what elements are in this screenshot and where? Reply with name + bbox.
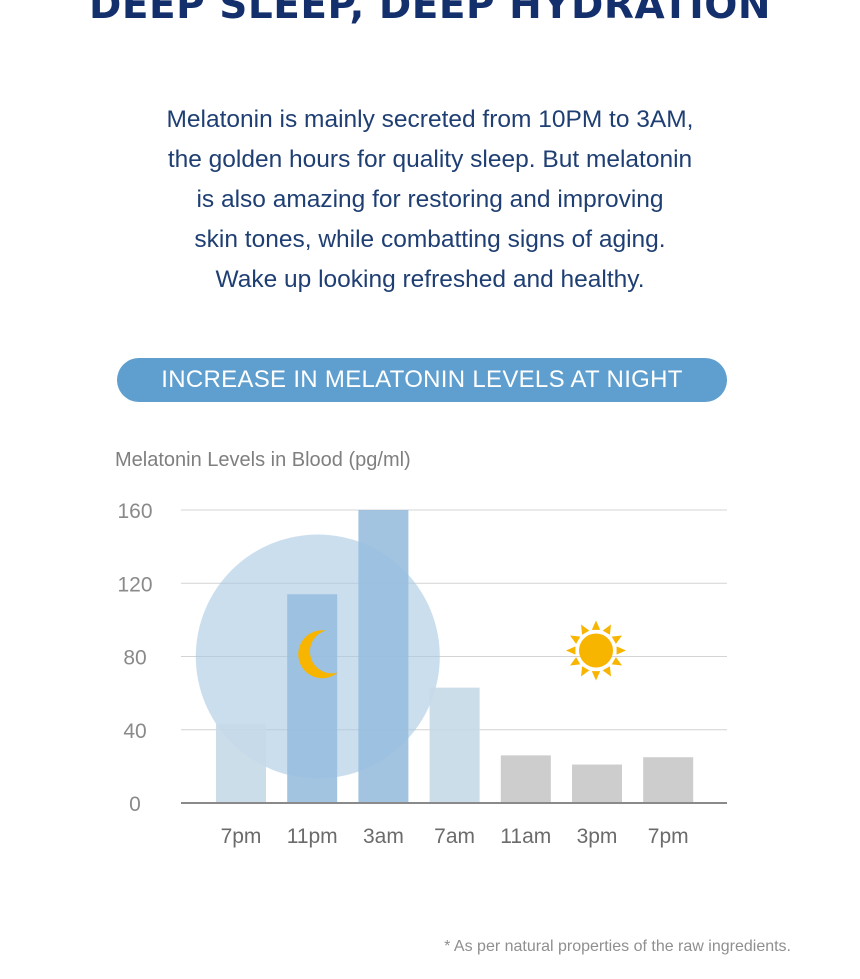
x-category-label: 3am [363, 825, 404, 848]
x-category-label: 7pm [221, 825, 262, 848]
intro-line: Wake up looking refreshed and healthy. [215, 266, 645, 293]
y-tick-labels: 0 40 80 120 160 [117, 500, 152, 816]
bars [216, 510, 694, 803]
melatonin-bar-chart: Melatonin Levels in Blood (pg/ml) 0 40 80 1… [115, 449, 727, 848]
bar [358, 510, 409, 803]
y-axis-title: Melatonin Levels in Blood (pg/ml) [115, 449, 411, 471]
intro-line: skin tones, while combatting signs of ag… [194, 226, 666, 253]
x-category-label: 11pm [287, 825, 338, 848]
sun-icon [566, 620, 626, 681]
x-category-label: 11am [500, 825, 551, 848]
moon-icon [298, 630, 338, 679]
y-tick-label: 160 [117, 500, 152, 523]
y-tick-label: 40 [123, 720, 146, 743]
y-tick-label: 0 [129, 793, 141, 816]
intro-paragraph: Melatonin is mainly secreted from 10PM t… [100, 100, 760, 300]
bar [500, 755, 551, 803]
x-category-labels: 7pm 11pm 3am 7am 11am 3pm 7pm [221, 825, 689, 848]
x-category-label: 3pm [577, 825, 618, 848]
page-title: DEEP SLEEP, DEEP HYDRATION [88, 0, 772, 28]
footnote: * As per natural properties of the raw i… [444, 938, 791, 955]
intro-line: the golden hours for quality sleep. But … [167, 146, 693, 173]
bar [287, 594, 338, 803]
bar [572, 764, 622, 803]
bar [429, 687, 480, 803]
intro-line: Melatonin is mainly secreted from 10PM t… [166, 106, 694, 133]
bar [643, 757, 694, 803]
chart-title-banner: INCREASE IN MELATONIN LEVELS AT NIGHT [117, 358, 727, 402]
y-tick-label: 80 [123, 647, 146, 670]
y-tick-label: 120 [117, 573, 152, 596]
x-category-label: 7pm [648, 825, 689, 848]
x-category-label: 7am [434, 825, 475, 848]
intro-line: is also amazing for restoring and improv… [196, 186, 664, 213]
bar [216, 724, 266, 803]
